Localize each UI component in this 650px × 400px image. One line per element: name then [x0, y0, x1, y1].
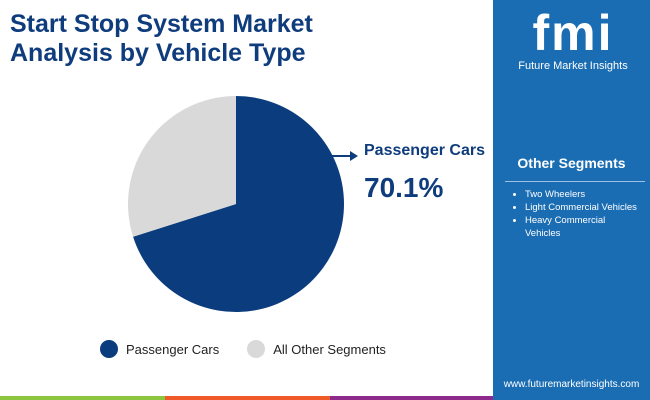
- divider: [505, 181, 645, 182]
- brand-name: Future Market Insights: [518, 60, 628, 72]
- stripe-orange: [165, 396, 330, 400]
- list-item: Two Wheelers: [525, 188, 643, 201]
- legend-swatch-other: [247, 340, 266, 358]
- list-item: Heavy Commercial Vehicles: [525, 214, 643, 240]
- legend-swatch-passenger: [100, 340, 118, 358]
- title-line-1: Start Stop System Market: [10, 10, 313, 38]
- list-item: Light Commercial Vehicles: [525, 201, 643, 214]
- stripe-purple: [330, 396, 493, 400]
- legend-label-other: All Other Segments: [273, 341, 386, 357]
- legend-label-passenger: Passenger Cars: [126, 341, 220, 357]
- title-line-2: Analysis by Vehicle Type: [10, 39, 306, 67]
- callout-label: Passenger Cars: [364, 142, 485, 159]
- chart-title: Start Stop System Market Analysis by Veh…: [10, 10, 313, 68]
- logo-mark: fmi: [532, 5, 614, 61]
- stripe-green: [0, 396, 165, 400]
- pie-slice-all-other-segments: [128, 96, 236, 237]
- callout-value: 70.1%: [364, 172, 444, 203]
- other-segments-heading: Other Segments: [517, 155, 626, 171]
- arrow-icon: [330, 151, 358, 161]
- legend: Passenger Cars All Other Segments: [100, 340, 386, 358]
- segment-list: Two Wheelers Light Commercial Vehicles H…: [507, 188, 643, 240]
- sidebar: fmi Future Market Insights Other Segment…: [493, 0, 650, 400]
- website-link[interactable]: www.futuremarketinsights.com: [503, 379, 640, 390]
- pie-slice-passenger-cars: [133, 96, 344, 312]
- fmi-logo: fmi Future Market Insights: [513, 8, 633, 72]
